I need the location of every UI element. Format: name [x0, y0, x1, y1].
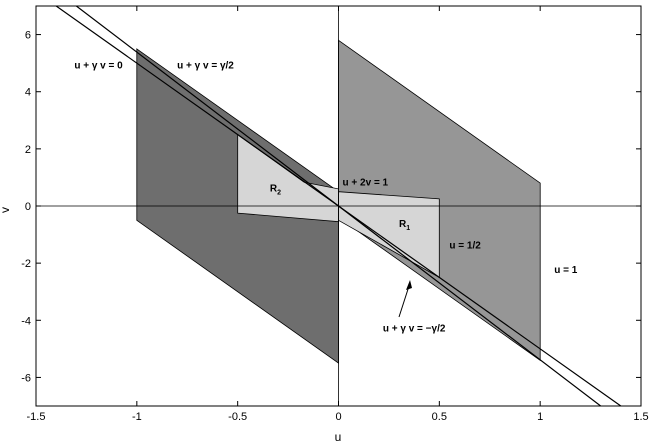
line-annotation: u + γ v = 0	[74, 61, 123, 72]
y-tick-label: 0	[25, 201, 31, 213]
y-tick-label: -2	[21, 258, 31, 270]
x-tick-label: 0.5	[432, 411, 447, 423]
line-annotation: u = 1/2	[449, 241, 481, 252]
x-tick-label: -1.5	[27, 411, 46, 423]
x-tick-label: -1	[132, 411, 142, 423]
y-tick-label: 4	[25, 87, 31, 99]
x-tick-label: 1	[537, 411, 543, 423]
ticks-layer: -1.5 -1 -0.5 0 0.5 1 1.5 -6 -4 -2 0 2 4 6	[21, 6, 649, 423]
x-tick-label: 0	[335, 411, 341, 423]
axes-frame	[35, 5, 642, 407]
y-tick-label: -6	[21, 372, 31, 384]
line-annotation: u + 2v = 1	[343, 178, 389, 189]
line-annotation: u + γ v = −γ/2	[383, 323, 446, 334]
y-tick-label: 2	[25, 144, 31, 156]
annotation-arrow	[398, 280, 412, 318]
line-annotation: u = 1	[554, 265, 578, 276]
x-tick-label: 1.5	[633, 411, 648, 423]
y-axis-label: v	[0, 207, 12, 213]
y-tick-label: 6	[25, 30, 31, 42]
region-R1	[338, 191, 440, 279]
region-label-R2: R2	[270, 183, 281, 196]
region-label-R1: R1	[399, 219, 410, 232]
y-tick-label: -4	[21, 315, 31, 327]
line-annotation: u + γ v = γ/2	[177, 61, 234, 72]
region-R2	[237, 133, 339, 223]
x-axis-label: u	[335, 430, 342, 444]
x-tick-label: -0.5	[228, 411, 247, 423]
annotations-layer: u + γ v = 0 u + γ v = γ/2 u + 2v = 1 u = 1/…	[74, 61, 577, 335]
